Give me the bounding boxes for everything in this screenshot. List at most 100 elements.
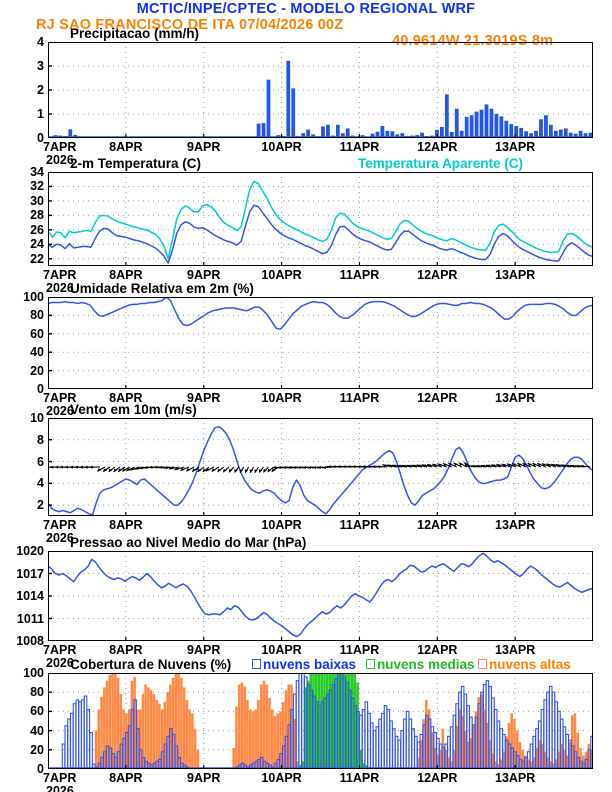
panel-clouds: 0 20 40 60 80 100 7APR 8APR 9APR 10APR 11APR 12APR 1… bbox=[23, 657, 593, 792]
plot-area-temperature bbox=[48, 172, 593, 266]
x-axis-year: 2026 bbox=[46, 153, 74, 167]
plot-frame-wind bbox=[48, 418, 593, 516]
y-axis-temperature: 22 24 26 28 30 32 34 bbox=[2, 165, 48, 266]
y-tick-label: 1017 bbox=[16, 566, 44, 581]
x-tick-label: 12APR bbox=[417, 140, 458, 154]
x-axis-year: 2026 bbox=[46, 281, 74, 295]
x-tick-label: 8APR bbox=[109, 771, 143, 785]
y-axis-clouds: 0 20 40 60 80 100 bbox=[2, 666, 48, 776]
x-tick-label: 13APR bbox=[494, 140, 536, 154]
x-tick-label: 11APR bbox=[339, 771, 380, 785]
legend-swatch-nuvens-altas bbox=[478, 659, 487, 669]
panel-title-apparent-temperature: Temperatura Aparente (C) bbox=[358, 156, 524, 171]
x-tick-label: 7APR bbox=[42, 643, 77, 657]
plot-area-wind bbox=[48, 418, 593, 516]
y-tick-label: 1011 bbox=[16, 611, 44, 626]
plot-frame-humidity bbox=[48, 297, 593, 389]
plot-area-clouds bbox=[48, 673, 593, 769]
panel-pressure: 1008 1011 1014 1017 1020 7APR 8APR 9APR 10APR 11A… bbox=[16, 535, 593, 670]
x-tick-label: 7APR bbox=[42, 518, 77, 532]
x-tick-label: 12APR bbox=[417, 771, 458, 785]
x-tick-label: 11APR bbox=[339, 391, 380, 405]
x-tick-label: 11APR bbox=[339, 643, 380, 657]
legend-label-nuvens-baixas: nuvens baixas bbox=[263, 657, 357, 672]
y-tick-label: 80 bbox=[30, 308, 44, 323]
y-tick-label: 80 bbox=[30, 685, 44, 700]
x-axis-year: 2026 bbox=[46, 784, 74, 792]
y-tick-label: 2 bbox=[37, 498, 44, 513]
y-tick-label: 1014 bbox=[16, 589, 44, 603]
y-tick-label: 2 bbox=[37, 83, 44, 97]
page-title: MCTIC/INPE/CPTEC - MODELO REGIONAL WRF bbox=[136, 1, 476, 17]
y-tick-label: 60 bbox=[30, 326, 44, 341]
panel-title-wind: Vento em 10m (m/s) bbox=[70, 402, 197, 417]
x-tick-label: 13APR bbox=[494, 518, 536, 532]
legend-label-nuvens-altas: nuvens altas bbox=[489, 657, 571, 672]
x-tick-label: 11APR bbox=[339, 268, 380, 282]
y-tick-label: 24 bbox=[30, 237, 44, 252]
y-tick-label: 1008 bbox=[16, 634, 44, 648]
x-tick-label: 9APR bbox=[187, 268, 221, 282]
plot-frame-clouds bbox=[48, 673, 593, 769]
x-tick-label: 12APR bbox=[417, 518, 458, 532]
panel-title-clouds: Cobertura de Nuvens (%) bbox=[70, 657, 232, 672]
x-tick-label: 12APR bbox=[417, 643, 458, 657]
x-tick-label: 7APR bbox=[42, 268, 77, 282]
y-tick-label: 20 bbox=[30, 742, 44, 757]
x-tick-label: 8APR bbox=[109, 391, 143, 405]
x-tick-label: 12APR bbox=[417, 268, 458, 282]
y-tick-label: 40 bbox=[30, 345, 44, 360]
x-tick-label: 8APR bbox=[109, 268, 143, 282]
x-tick-label: 9APR bbox=[187, 391, 221, 405]
y-tick-label: 3 bbox=[37, 59, 44, 73]
plot-frame-precipitation bbox=[48, 42, 593, 138]
coordinates-label: 40.9614W 21.3019S 8m bbox=[392, 33, 554, 49]
x-tick-label: 10APR bbox=[261, 643, 302, 657]
y-tick-label: 30 bbox=[30, 193, 44, 208]
y-tick-label: 6 bbox=[37, 454, 44, 469]
x-axis-year: 2026 bbox=[46, 656, 74, 670]
y-tick-label: 0 bbox=[37, 762, 44, 776]
x-tick-label: 10APR bbox=[261, 771, 302, 785]
legend-swatch-nuvens-medias bbox=[366, 659, 375, 669]
x-tick-label: 10APR bbox=[261, 391, 302, 405]
y-axis-precipitation: 0 1 2 3 4 bbox=[2, 35, 48, 145]
panel-wind: 2 4 6 8 10 7APR 8APR 9APR 10APR 11APR 12APR 13APR 20… bbox=[30, 402, 593, 545]
x-tick-label: 8APR bbox=[109, 140, 143, 154]
panel-temperature: 22 24 26 28 30 32 34 7APR 8APR 9APR 10APR 11APR 12AP… bbox=[30, 156, 593, 295]
x-tick-label: 11APR bbox=[339, 518, 380, 532]
y-axis-pressure: 1008 1011 1014 1017 1020 bbox=[2, 544, 48, 648]
plot-area-pressure bbox=[48, 551, 593, 641]
y-tick-label: 100 bbox=[23, 666, 44, 680]
x-tick-label: 13APR bbox=[494, 643, 536, 657]
x-tick-label: 9APR bbox=[187, 140, 221, 154]
station-label: RJ SAO FRANCISCO DE ITA 07/04/2026 00Z bbox=[36, 17, 344, 33]
x-tick-label: 12APR bbox=[417, 391, 458, 405]
panel-title-pressure: Pressao ao Nivel Medio do Mar (hPa) bbox=[70, 535, 307, 550]
y-tick-label: 1020 bbox=[16, 544, 44, 558]
y-tick-label: 1 bbox=[37, 107, 44, 121]
x-tick-label: 7APR bbox=[42, 140, 77, 154]
plot-frame-temperature bbox=[48, 172, 593, 266]
x-tick-label: 9APR bbox=[187, 518, 221, 532]
x-tick-label: 7APR bbox=[42, 391, 77, 405]
x-tick-label: 8APR bbox=[109, 518, 143, 532]
panel-humidity: 0 20 40 60 80 100 7APR 8APR 9APR 10APR 11APR 12APR 1… bbox=[23, 281, 593, 418]
x-tick-label: 13APR bbox=[494, 268, 536, 282]
x-tick-label: 8APR bbox=[109, 643, 143, 657]
panel-title-temperature: 2-m Temperatura (C) bbox=[70, 156, 202, 171]
y-tick-label: 22 bbox=[30, 251, 44, 266]
plot-frame-pressure bbox=[48, 551, 593, 641]
y-tick-label: 40 bbox=[30, 723, 44, 738]
y-tick-label: 32 bbox=[30, 179, 44, 194]
x-tick-label: 11APR bbox=[339, 140, 380, 154]
y-tick-label: 0 bbox=[37, 131, 44, 145]
legend-swatch-nuvens-baixas bbox=[252, 659, 261, 669]
y-tick-label: 8 bbox=[37, 432, 44, 447]
y-tick-label: 100 bbox=[23, 290, 44, 304]
y-tick-label: 0 bbox=[37, 382, 44, 396]
x-tick-label: 10APR bbox=[261, 518, 302, 532]
x-tick-label: 9APR bbox=[187, 643, 221, 657]
y-tick-label: 10 bbox=[30, 411, 44, 425]
